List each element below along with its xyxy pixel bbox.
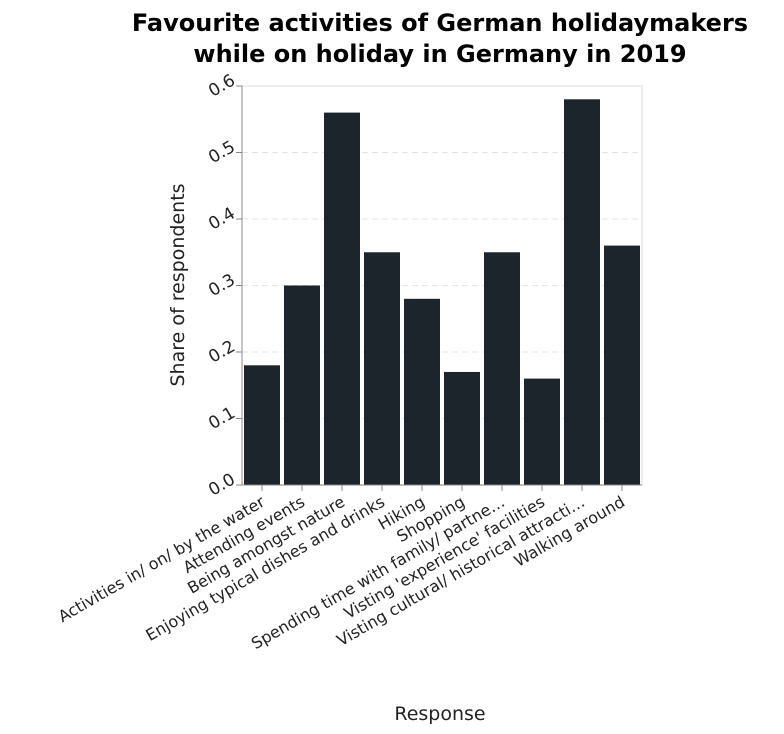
y-tick-label: 0.5	[205, 137, 238, 168]
y-tick-label: 0.0	[205, 470, 238, 501]
y-tick-label: 0.3	[205, 270, 238, 301]
bars	[244, 99, 640, 486]
y-tick-label: 0.1	[205, 403, 238, 434]
chart-title-line-1: Favourite activities of German holidayma…	[132, 9, 748, 37]
bar	[324, 112, 360, 485]
y-axis-label: Share of respondents	[167, 183, 189, 386]
bar	[244, 365, 280, 485]
y-tick-label: 0.2	[205, 337, 238, 368]
x-axis: Activities in/ on/ by the waterAttending…	[55, 484, 642, 653]
bar	[284, 285, 320, 485]
bar	[524, 378, 560, 485]
bar	[484, 252, 520, 485]
bar	[404, 298, 440, 485]
bar	[444, 371, 480, 485]
chart-title-line-2: while on holiday in Germany in 2019	[193, 40, 686, 68]
y-tick-label: 0.6	[205, 71, 238, 102]
bar	[604, 245, 640, 485]
bar	[564, 99, 600, 486]
x-axis-label: Response	[394, 703, 485, 725]
y-axis: 0.0 0.1 0.2 0.3 0.4 0.5 0.6	[205, 71, 243, 501]
bar	[364, 252, 400, 485]
y-tick-label: 0.4	[205, 204, 238, 235]
